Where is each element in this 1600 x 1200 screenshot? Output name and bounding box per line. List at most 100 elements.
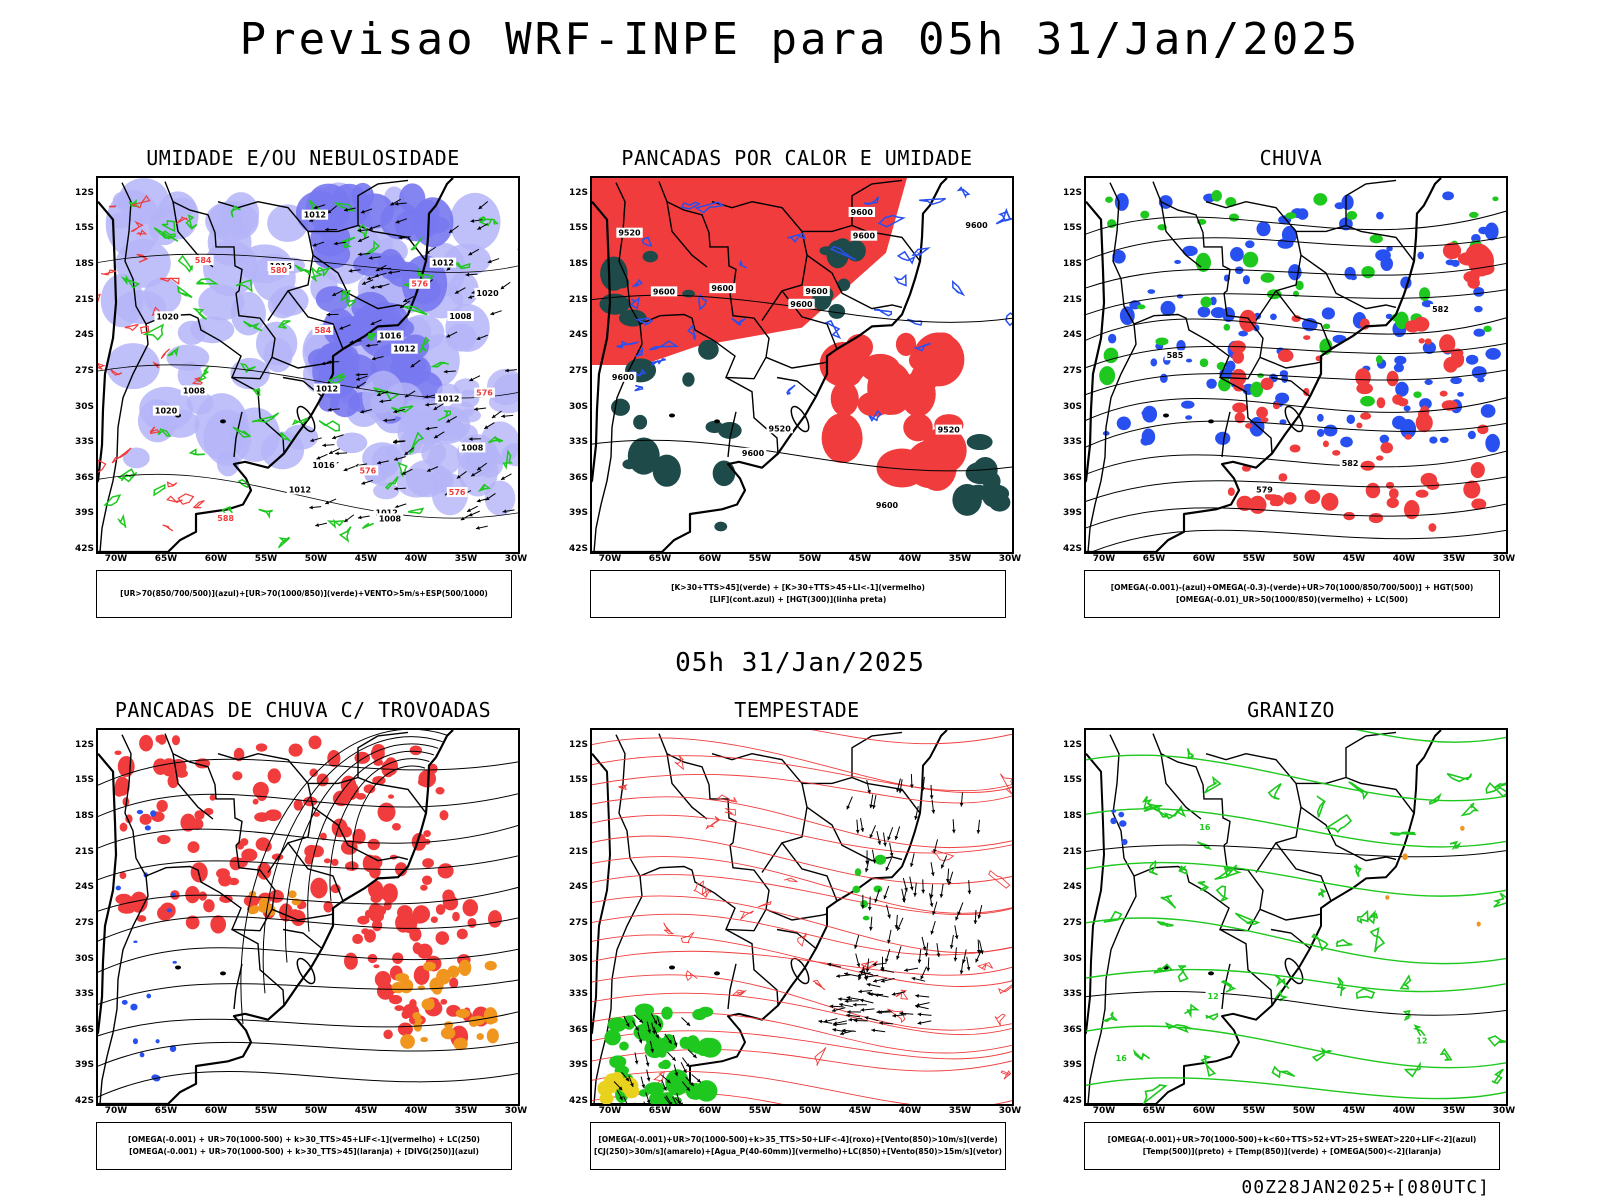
contour-label: 588: [215, 512, 237, 523]
lat-tick-label: 30S: [1062, 953, 1082, 964]
lat-tick-label: 21S: [568, 294, 588, 305]
panel-pancadas-trovoadas: PANCADAS DE CHUVA C/ TROVOADAS 12S 15S 18S 2…: [68, 698, 538, 1178]
legend-line: [Temp(500)](preto) + [Temp(850)](verde) …: [1142, 1147, 1442, 1156]
svg-text:1016: 1016: [312, 461, 335, 470]
lon-tick-label: 65W: [648, 554, 672, 564]
lon-tick-label: 45W: [354, 1106, 378, 1116]
legend-line: [OMEGA(-0.01)_UR>50(1000/850)(vermelho) …: [1175, 595, 1409, 604]
svg-text:576: 576: [359, 466, 376, 475]
svg-text:1008: 1008: [379, 514, 402, 523]
contour-label: 576: [474, 387, 495, 398]
lat-tick-label: 12S: [74, 187, 94, 198]
lon-tick-label: 30W: [998, 1106, 1022, 1116]
map-frame: 582 585 582 579: [1084, 176, 1508, 554]
lat-tick-label: 36S: [74, 1024, 94, 1035]
lon-tick-label: 30W: [504, 554, 528, 564]
contour-label: 582: [1430, 304, 1451, 315]
svg-text:9600: 9600: [876, 501, 899, 510]
legend-box: [UR>70(850/700/500)](azul)+[UR>70(1000/8…: [96, 570, 512, 618]
contour-label: 9600: [873, 499, 901, 510]
svg-text:585: 585: [1167, 351, 1184, 360]
legend-box: [OMEGA(-0.001) + UR>70(1000-500) + k>30_…: [96, 1122, 512, 1170]
contour-label: 579: [1254, 484, 1275, 495]
lon-tick-label: 30W: [504, 1106, 528, 1116]
lat-tick-label: 27S: [74, 917, 94, 928]
lat-tick-label: 21S: [74, 846, 94, 857]
contour-label: 9600: [788, 298, 815, 309]
lat-tick-label: 33S: [1062, 989, 1082, 1000]
lon-tick-label: 45W: [1342, 1106, 1366, 1116]
lon-tick-label: 40W: [898, 554, 922, 564]
contour-label: 584: [312, 324, 334, 335]
lon-tick-label: 50W: [1292, 554, 1316, 564]
lat-tick-label: 27S: [74, 365, 94, 376]
run-stamp: 00Z28JAN2025+[080UTC]: [1241, 1177, 1490, 1198]
contour-label: 1012: [435, 393, 462, 404]
contour-label: 1012: [373, 507, 400, 518]
legend-box: [OMEGA(-0.001)+UR>70(1000-500)+k>35_TTS>…: [590, 1122, 1006, 1170]
lat-tick-label: 36S: [1062, 472, 1082, 483]
lon-tick-label: 65W: [154, 554, 178, 564]
lat-tick-label: 12S: [1062, 187, 1082, 198]
legend-line: [OMEGA(-0.001)-(azul)+OMEGA(-0.3)-(verde…: [1110, 583, 1474, 592]
svg-text:9520: 9520: [769, 424, 792, 433]
lat-tick-label: 18S: [74, 811, 94, 821]
map-frame: 9600 9600 9600 9600 9600 9600 9600 9600 9600 9520…: [590, 176, 1014, 554]
contour-label: 582: [1339, 457, 1361, 468]
lat-tick-label: 24S: [568, 882, 588, 893]
lat-tick-label: 36S: [1062, 1024, 1082, 1035]
lon-tick-label: 60W: [1192, 554, 1216, 564]
svg-text:1020: 1020: [155, 407, 178, 416]
svg-text:584: 584: [195, 256, 212, 265]
lon-tick-label: 40W: [898, 1106, 922, 1116]
contour-label: 576: [357, 465, 379, 476]
lat-tick-label: 42S: [1062, 544, 1082, 554]
contour-label: 1016: [310, 459, 337, 470]
lon-tick-label: 40W: [404, 554, 428, 564]
contour-label: 1008: [459, 442, 486, 453]
lon-tick-label: 60W: [698, 1106, 722, 1116]
svg-text:576: 576: [411, 280, 428, 289]
svg-text:9600: 9600: [965, 221, 988, 230]
map-frame: 1008101210121008101610121020100810121012…: [96, 176, 520, 554]
contour-label: 584: [192, 255, 214, 266]
lat-tick-label: 18S: [568, 811, 588, 821]
lon-tick-label: 35W: [948, 1106, 972, 1116]
lat-tick-label: 33S: [1062, 437, 1082, 448]
lat-tick-label: 36S: [74, 472, 94, 483]
svg-text:9600: 9600: [742, 449, 765, 458]
lat-tick-label: 39S: [1062, 1060, 1082, 1071]
svg-text:9520: 9520: [938, 426, 961, 435]
lon-tick-label: 70W: [598, 554, 622, 564]
panel-title: UMIDADE E/OU NEBULOSIDADE: [146, 146, 460, 170]
lat-tick-label: 21S: [1062, 846, 1082, 857]
panel-title: TEMPESTADE: [734, 698, 860, 722]
contour-label: 16: [1197, 822, 1213, 833]
svg-text:1020: 1020: [156, 312, 179, 321]
contour-label: 1020: [474, 287, 501, 298]
lat-tick-label: 15S: [1062, 775, 1082, 786]
lat-tick-label: 21S: [568, 846, 588, 857]
lat-tick-label: 39S: [1062, 508, 1082, 519]
svg-text:9600: 9600: [790, 300, 813, 309]
contour-label: 9600: [850, 230, 878, 241]
lon-tick-label: 50W: [304, 554, 328, 564]
legend-box: [OMEGA(-0.001)-(azul)+OMEGA(-0.3)-(verde…: [1084, 570, 1500, 618]
lon-tick-label: 35W: [1442, 554, 1466, 564]
legend-box: [OMEGA(-0.001)+UR>70(1000-500)+k<60+TTS>…: [1084, 1122, 1500, 1170]
lon-tick-label: 40W: [404, 1106, 428, 1116]
svg-text:576: 576: [476, 389, 493, 398]
lon-tick-label: 30W: [998, 554, 1022, 564]
lon-tick-label: 35W: [948, 554, 972, 564]
contour-label: 9600: [650, 286, 678, 297]
lon-tick-label: 50W: [798, 554, 822, 564]
lon-tick-label: 55W: [748, 554, 772, 564]
contour-label: 1012: [391, 343, 418, 354]
contour-label: 1012: [301, 209, 329, 220]
main-title: Previsao WRF-INPE para 05h 31/Jan/2025: [239, 14, 1361, 65]
lon-tick-label: 50W: [798, 1106, 822, 1116]
svg-text:1012: 1012: [376, 509, 398, 518]
lat-tick-label: 24S: [1062, 882, 1082, 893]
lat-tick-label: 24S: [74, 330, 94, 341]
svg-text:9600: 9600: [805, 287, 828, 296]
